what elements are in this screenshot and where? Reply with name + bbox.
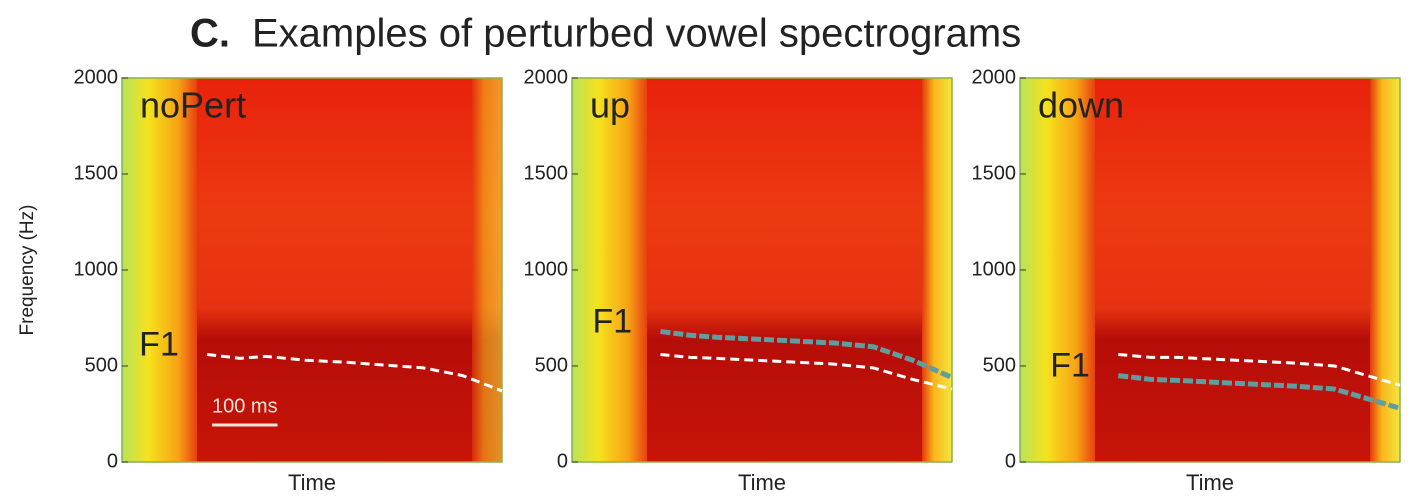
spectrogram-offset — [1370, 78, 1400, 462]
y-tick-label: 2000 — [972, 66, 1017, 88]
spectrogram-offset — [922, 78, 952, 462]
y-tick-label: 0 — [107, 450, 118, 472]
y-tick-label: 1000 — [524, 258, 569, 280]
f1-annotation: F1 — [139, 325, 179, 363]
y-tick-label: 1000 — [972, 258, 1017, 280]
y-tick-label: 1500 — [74, 162, 119, 184]
panel-label: up — [590, 85, 630, 126]
x-axis-label: Time — [288, 470, 336, 495]
y-tick-label: 500 — [535, 354, 568, 376]
f1-annotation: F1 — [592, 302, 632, 340]
y-tick-label: 500 — [983, 354, 1016, 376]
panel-label: down — [1038, 85, 1124, 126]
y-tick-label: 2000 — [524, 66, 569, 88]
f1-track — [206, 352, 503, 393]
title: Examples of perturbed vowel spectrograms — [252, 12, 1021, 56]
spectrogram-onset — [1020, 78, 1095, 462]
f1-track — [660, 328, 954, 380]
f1-annotation: F1 — [1050, 347, 1090, 385]
spectrogram-onset — [572, 78, 647, 462]
x-axis-label: Time — [738, 470, 786, 495]
y-tick-label: 1500 — [972, 162, 1017, 184]
y-tick-label: 0 — [557, 450, 568, 472]
y-tick-label: 1500 — [524, 162, 569, 184]
y-axis-label: Frequency (Hz) — [17, 205, 38, 336]
f1-track — [1118, 352, 1401, 387]
y-tick-label: 1000 — [74, 258, 119, 280]
f1-track — [1117, 373, 1401, 411]
x-axis-label: Time — [1186, 470, 1234, 495]
spectrogram-offset — [472, 78, 502, 462]
scale-bar-label: 100 ms — [212, 395, 278, 417]
y-tick-label: 0 — [1005, 450, 1016, 472]
f1-track — [660, 352, 953, 391]
y-tick-label: 500 — [85, 354, 118, 376]
y-tick-label: 2000 — [74, 66, 119, 88]
spectrogram-onset — [122, 78, 197, 462]
title-label: C. — [190, 12, 230, 56]
panel-label: noPert — [140, 85, 246, 126]
